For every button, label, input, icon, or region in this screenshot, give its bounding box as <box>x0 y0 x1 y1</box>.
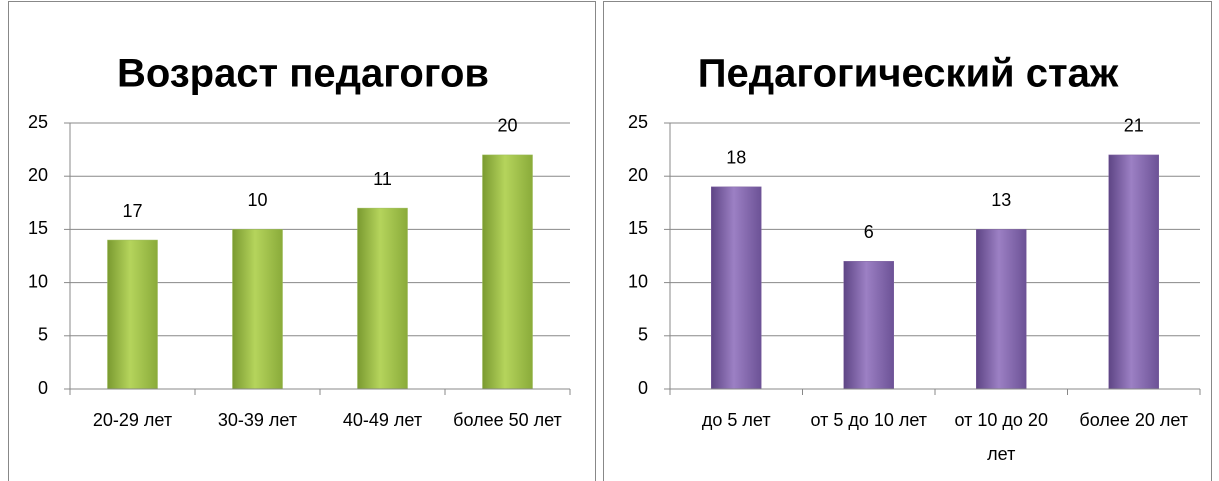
y-tick-label: 25 <box>28 112 48 132</box>
x-tick-label: до 5 лет <box>701 410 771 430</box>
y-tick-label: 0 <box>638 378 648 398</box>
bar <box>976 229 1027 390</box>
data-label: 13 <box>991 190 1011 210</box>
x-tick-label: от 5 до 10 лет <box>810 410 928 430</box>
y-tick-label: 5 <box>638 325 648 345</box>
chart-title: Педагогический стаж <box>698 52 1119 96</box>
data-label: 18 <box>726 148 746 168</box>
y-tick-label: 10 <box>28 271 48 291</box>
y-tick-label: 5 <box>38 325 48 345</box>
y-tick-label: 15 <box>628 218 648 238</box>
data-label: 17 <box>122 201 142 221</box>
x-tick-label: 40-49 лет <box>342 410 423 430</box>
bar <box>482 154 533 390</box>
bar <box>357 207 408 390</box>
y-tick-label: 20 <box>628 165 648 185</box>
bar <box>711 186 762 390</box>
x-tick-label: от 10 до 20 лет <box>954 410 1048 464</box>
data-label: 10 <box>247 190 267 210</box>
bar <box>107 239 158 390</box>
data-label: 11 <box>373 169 392 189</box>
chart-title: Возраст педагогов <box>117 52 489 96</box>
y-tick-label: 15 <box>28 218 48 238</box>
data-label: 21 <box>1124 116 1144 136</box>
data-label: 6 <box>864 222 874 242</box>
bar <box>232 229 283 390</box>
x-tick-label: более 50 лет <box>453 410 562 430</box>
x-tick-label: более 20 лет <box>1079 410 1189 430</box>
y-tick-label: 0 <box>38 378 48 398</box>
bar <box>1108 154 1159 390</box>
y-tick-label: 25 <box>628 112 648 132</box>
y-tick-label: 20 <box>28 165 48 185</box>
x-tick-label: 20-29 лет <box>92 410 173 430</box>
bar <box>843 261 894 390</box>
y-tick-label: 10 <box>628 271 648 291</box>
data-label: 20 <box>497 116 517 136</box>
x-tick-label: 30-39 лет <box>217 410 298 430</box>
